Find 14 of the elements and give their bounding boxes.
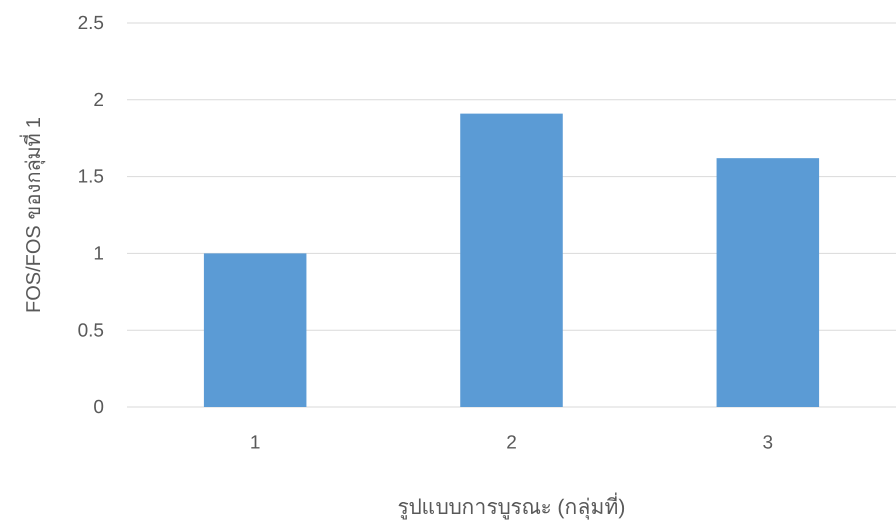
y-tick-label: 1.5 bbox=[78, 166, 104, 188]
bar bbox=[716, 158, 820, 407]
bar bbox=[204, 253, 306, 407]
y-tick-label: 1 bbox=[93, 243, 104, 264]
bar bbox=[460, 114, 563, 407]
x-axis-title: รูปแบบการบูรณะ (กลุ่มที่) bbox=[398, 492, 626, 520]
y-axis-title: FOS/FOS ของกลุ่มที่ 1 bbox=[19, 116, 46, 314]
y-tick-label: 0 bbox=[93, 397, 104, 418]
x-tick-label: 1 bbox=[250, 432, 260, 454]
y-tick-label: 2 bbox=[93, 90, 104, 111]
x-tick-label: 2 bbox=[506, 432, 517, 454]
x-tick-label: 3 bbox=[762, 432, 774, 454]
y-tick-label: 2.5 bbox=[78, 13, 104, 34]
y-tick-label: 0.5 bbox=[78, 320, 104, 342]
